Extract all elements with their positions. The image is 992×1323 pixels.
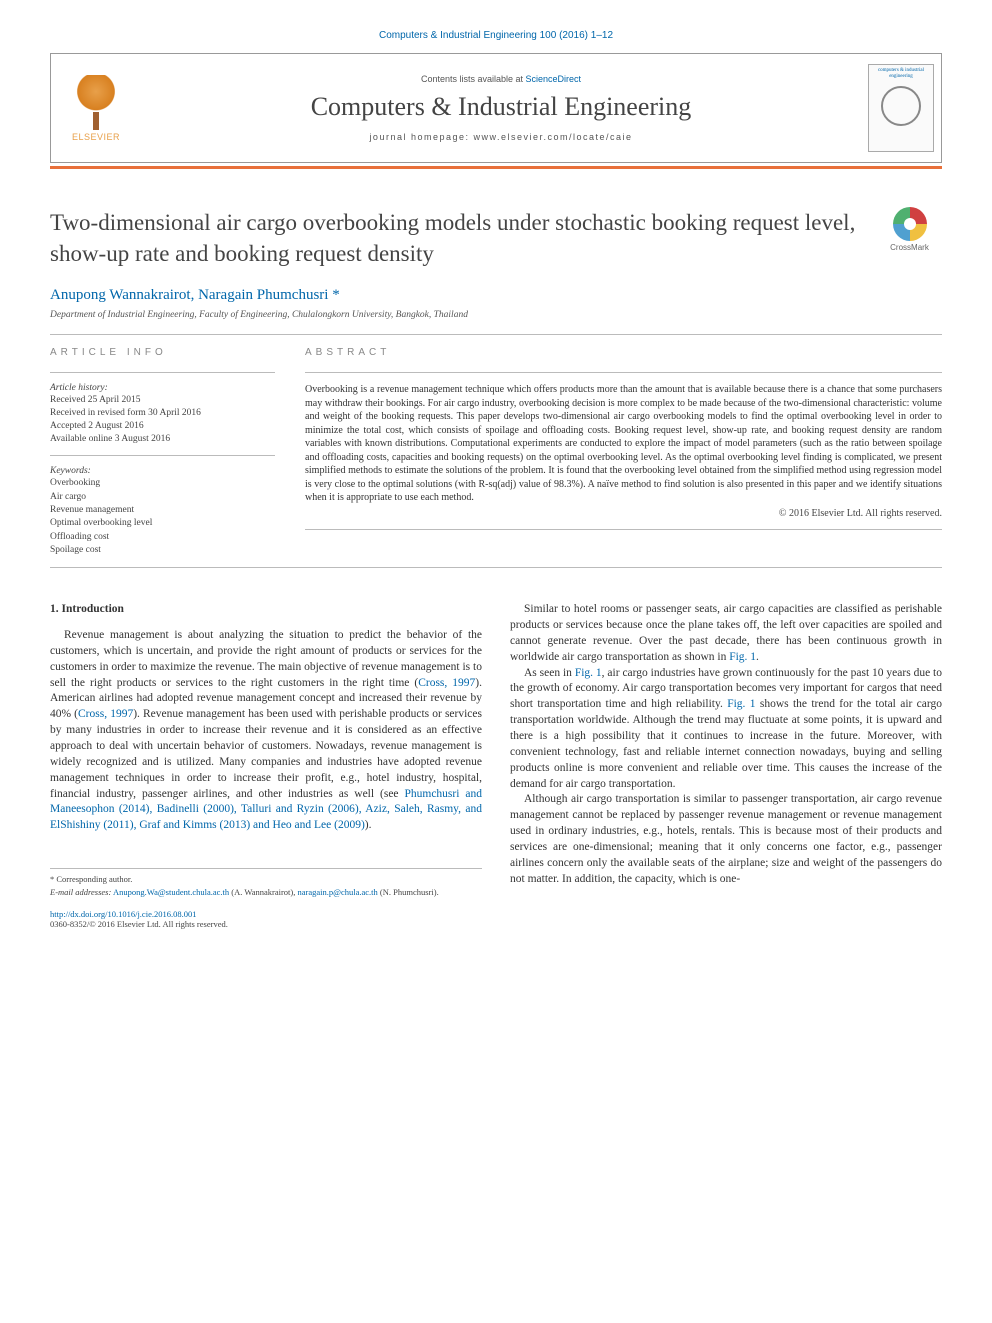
author-name-paren: (A. Wannakrairot),	[231, 887, 295, 897]
crossmark-badge[interactable]: CrossMark	[877, 207, 942, 252]
text-run: .	[756, 651, 759, 663]
journal-homepage: journal homepage: www.elsevier.com/locat…	[369, 132, 632, 142]
article-title: Two-dimensional air cargo overbooking mo…	[50, 207, 865, 269]
publisher-logo: ELSEVIER	[51, 54, 141, 162]
text-run: Similar to hotel rooms or passenger seat…	[510, 603, 942, 663]
publisher-name: ELSEVIER	[72, 132, 120, 142]
body-paragraph: Similar to hotel rooms or passenger seat…	[510, 602, 942, 665]
sciencedirect-link[interactable]: ScienceDirect	[526, 74, 582, 84]
contents-availability: Contents lists available at ScienceDirec…	[421, 74, 581, 84]
history-line: Available online 3 August 2016	[50, 433, 275, 446]
authors: Anupong Wannakrairot, Naragain Phumchusr…	[50, 287, 942, 304]
citation-link[interactable]: Cross, 1997	[78, 708, 133, 720]
journal-title: Computers & Industrial Engineering	[311, 92, 692, 122]
text-run: ). Revenue management has been used with…	[50, 708, 482, 799]
header-center: Contents lists available at ScienceDirec…	[141, 54, 861, 162]
doi-link[interactable]: http://dx.doi.org/10.1016/j.cie.2016.08.…	[50, 909, 196, 919]
section-heading: 1. Introduction	[50, 602, 482, 618]
column-left: 1. Introduction Revenue management is ab…	[50, 602, 482, 899]
homepage-prefix: journal homepage:	[369, 132, 473, 142]
history-label: Article history:	[50, 383, 275, 393]
contents-prefix: Contents lists available at	[421, 74, 526, 84]
keyword: Overbooking	[50, 477, 275, 490]
author-email-link[interactable]: naragain.p@chula.ac.th	[298, 887, 378, 897]
section-number: 1.	[50, 603, 59, 615]
crossmark-label: CrossMark	[890, 243, 929, 252]
meta-row: ARTICLE INFO Article history: Received 2…	[50, 347, 942, 557]
journal-cover-thumbnail: computers & industrial engineering	[861, 54, 941, 162]
abstract-copyright: © 2016 Elsevier Ltd. All rights reserved…	[305, 508, 942, 519]
abstract-text: Overbooking is a revenue management tech…	[305, 383, 942, 505]
footnotes: * Corresponding author. E-mail addresses…	[50, 868, 482, 898]
author-link[interactable]: Anupong Wannakrairot, Naragain Phumchusr…	[50, 287, 328, 303]
body-divider	[50, 567, 942, 568]
article-info-heading: ARTICLE INFO	[50, 347, 275, 358]
citation-link[interactable]: Cross, 1997	[418, 677, 475, 689]
keyword: Revenue management	[50, 504, 275, 517]
info-divider-2	[50, 455, 275, 456]
meta-divider-top	[50, 334, 942, 335]
crossmark-icon	[893, 207, 927, 241]
corresponding-author-note: * Corresponding author.	[50, 874, 482, 885]
body-columns: 1. Introduction Revenue management is ab…	[50, 602, 942, 899]
journal-reference: Computers & Industrial Engineering 100 (…	[50, 30, 942, 41]
abstract-divider-bottom	[305, 529, 942, 530]
keyword: Offloading cost	[50, 531, 275, 544]
figure-link[interactable]: Fig. 1	[575, 667, 602, 679]
body-paragraph: Although air cargo transportation is sim…	[510, 792, 942, 887]
info-divider-1	[50, 372, 275, 373]
email-label: E-mail addresses:	[50, 887, 111, 897]
keyword: Optimal overbooking level	[50, 517, 275, 530]
abstract-heading: ABSTRACT	[305, 347, 942, 358]
page-footer: http://dx.doi.org/10.1016/j.cie.2016.08.…	[50, 909, 942, 929]
abstract-divider-top	[305, 372, 942, 373]
cover-title: computers & industrial engineering	[872, 68, 930, 80]
header-divider	[50, 166, 942, 169]
text-run: shows the trend for the total air cargo …	[510, 698, 942, 789]
author-name-paren: (N. Phumchusri).	[380, 887, 439, 897]
corresponding-mark: *	[332, 287, 340, 303]
figure-link[interactable]: Fig. 1	[727, 698, 755, 710]
body-paragraph: As seen in Fig. 1, air cargo industries …	[510, 666, 942, 793]
affiliation: Department of Industrial Engineering, Fa…	[50, 310, 942, 320]
history-line: Received in revised form 30 April 2016	[50, 407, 275, 420]
body-paragraph: Revenue management is about analyzing th…	[50, 628, 482, 834]
history-line: Accepted 2 August 2016	[50, 420, 275, 433]
author-email-link[interactable]: Anupong.Wa@student.chula.ac.th	[113, 887, 229, 897]
elsevier-tree-icon	[71, 75, 121, 130]
keywords-label: Keywords:	[50, 466, 275, 476]
journal-header: ELSEVIER Contents lists available at Sci…	[50, 53, 942, 163]
cover-art-icon	[881, 86, 921, 126]
cover-image: computers & industrial engineering	[868, 64, 934, 152]
homepage-url: www.elsevier.com/locate/caie	[474, 132, 633, 142]
text-run: ).	[365, 819, 372, 831]
figure-link[interactable]: Fig. 1	[729, 651, 756, 663]
email-addresses: E-mail addresses: Anupong.Wa@student.chu…	[50, 887, 482, 898]
abstract-column: ABSTRACT Overbooking is a revenue manage…	[305, 347, 942, 557]
column-right: Similar to hotel rooms or passenger seat…	[510, 602, 942, 899]
article-info-column: ARTICLE INFO Article history: Received 2…	[50, 347, 275, 557]
issn-copyright: 0360-8352/© 2016 Elsevier Ltd. All right…	[50, 919, 942, 929]
history-line: Received 25 April 2015	[50, 394, 275, 407]
text-run: As seen in	[524, 667, 575, 679]
keyword: Air cargo	[50, 491, 275, 504]
section-title: Introduction	[62, 603, 124, 615]
keyword: Spoilage cost	[50, 544, 275, 557]
